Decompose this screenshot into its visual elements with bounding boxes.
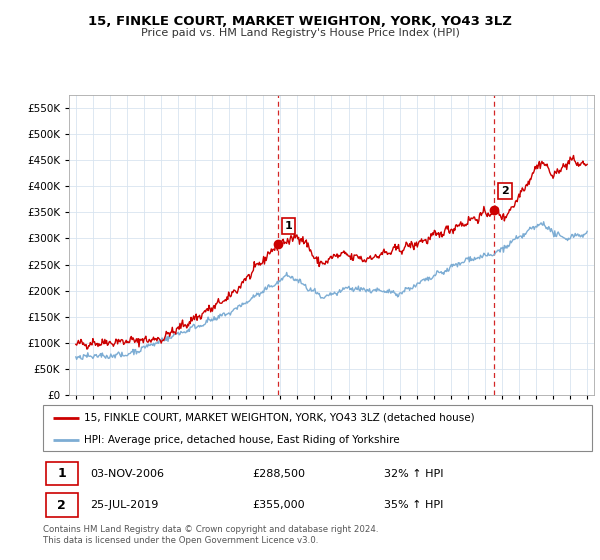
FancyBboxPatch shape xyxy=(46,493,78,517)
Text: 2: 2 xyxy=(58,499,66,512)
Text: 15, FINKLE COURT, MARKET WEIGHTON, YORK, YO43 3LZ: 15, FINKLE COURT, MARKET WEIGHTON, YORK,… xyxy=(88,15,512,27)
Text: Price paid vs. HM Land Registry's House Price Index (HPI): Price paid vs. HM Land Registry's House … xyxy=(140,28,460,38)
Text: 32% ↑ HPI: 32% ↑ HPI xyxy=(383,469,443,479)
Text: Contains HM Land Registry data © Crown copyright and database right 2024.
This d: Contains HM Land Registry data © Crown c… xyxy=(43,525,379,545)
Text: 35% ↑ HPI: 35% ↑ HPI xyxy=(383,500,443,510)
Text: 2: 2 xyxy=(501,186,509,196)
Text: 03-NOV-2006: 03-NOV-2006 xyxy=(90,469,164,479)
FancyBboxPatch shape xyxy=(46,461,78,486)
Text: 15, FINKLE COURT, MARKET WEIGHTON, YORK, YO43 3LZ (detached house): 15, FINKLE COURT, MARKET WEIGHTON, YORK,… xyxy=(85,413,475,423)
Text: 1: 1 xyxy=(58,467,66,480)
Text: 25-JUL-2019: 25-JUL-2019 xyxy=(90,500,158,510)
Text: HPI: Average price, detached house, East Riding of Yorkshire: HPI: Average price, detached house, East… xyxy=(85,435,400,445)
Text: 1: 1 xyxy=(284,221,292,231)
Text: £288,500: £288,500 xyxy=(252,469,305,479)
Text: £355,000: £355,000 xyxy=(252,500,304,510)
